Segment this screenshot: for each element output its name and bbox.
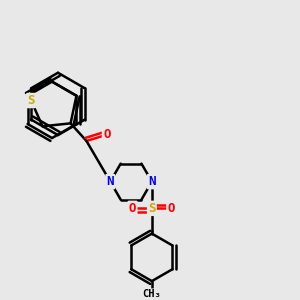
Text: S: S (27, 94, 35, 107)
Text: O: O (129, 202, 136, 215)
Text: O: O (167, 202, 175, 215)
Text: S: S (148, 202, 156, 215)
Text: N: N (106, 175, 114, 188)
Text: N: N (148, 175, 156, 188)
Text: O: O (103, 128, 110, 141)
Text: CH₃: CH₃ (142, 290, 161, 299)
